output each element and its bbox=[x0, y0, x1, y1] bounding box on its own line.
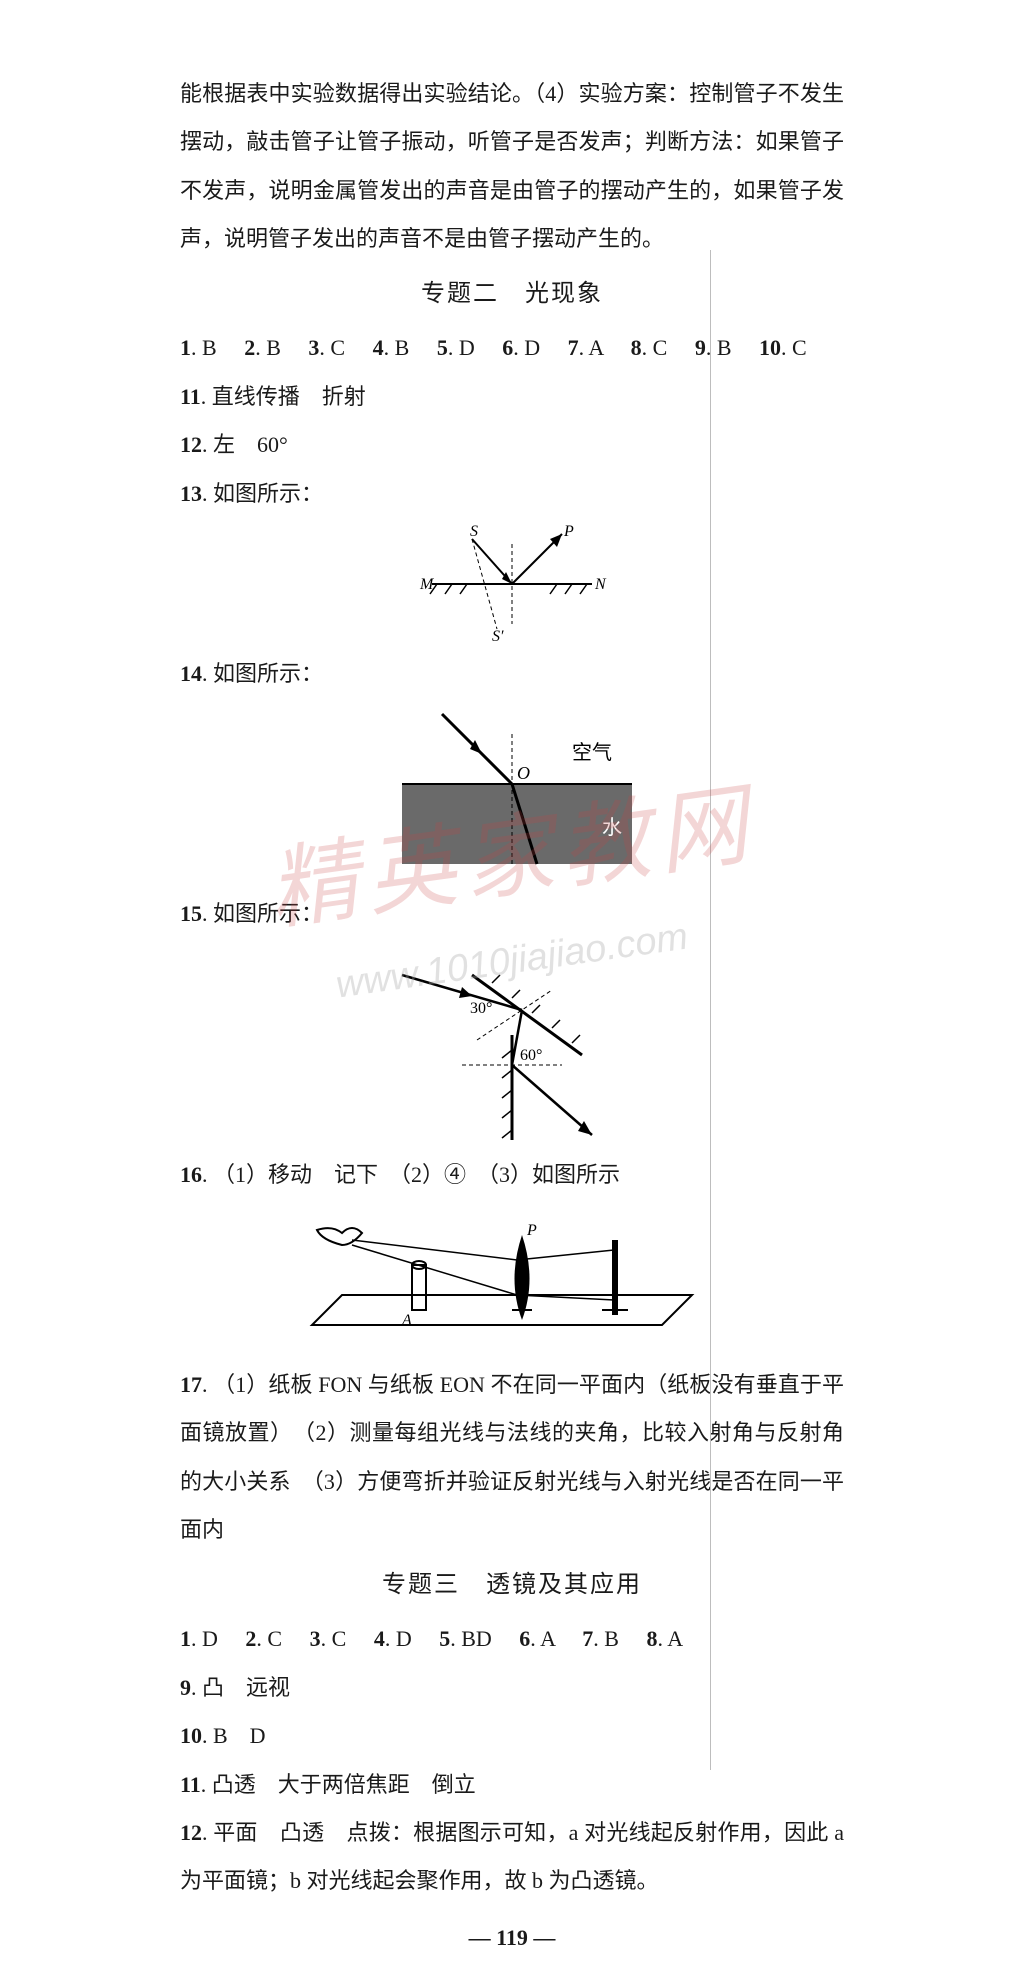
mcq-answer: B bbox=[202, 335, 217, 360]
mcq-answer: A bbox=[540, 1626, 555, 1651]
mcq-num: 3 bbox=[310, 1626, 321, 1651]
mcq-answer: D bbox=[524, 335, 540, 360]
mcq-answer: B bbox=[604, 1626, 619, 1651]
label-O: O bbox=[517, 763, 530, 783]
section-2-mcq-row: 1. B 2. B 3. C 4. B 5. D 6. D 7. A 8. C … bbox=[180, 324, 844, 372]
s3-q12: 12. 平面 凸透 点拨：根据图示可知，a 对光线起反射作用，因此 a 为平面镜… bbox=[180, 1809, 844, 1906]
double-mirror-diagram: 30° 60° bbox=[382, 945, 642, 1145]
q15-label: 如图所示： bbox=[213, 901, 323, 926]
q13: 13. 如图所示： bbox=[180, 470, 844, 518]
figure-16: A P bbox=[180, 1205, 844, 1355]
q17-answer: （1）纸板 FON 与纸板 EON 不在同一平面内（纸板没有垂直于平面镜放置） … bbox=[180, 1372, 844, 1542]
label-Sprime: S′ bbox=[492, 628, 504, 644]
mcq-num: 3 bbox=[308, 335, 319, 360]
page: 精英家教网 www.1010jiajiao.com 能根据表中实验数据得出实验结… bbox=[0, 0, 1024, 1977]
mirror-reflection-diagram: S P M N S′ bbox=[412, 524, 612, 644]
section-3-title: 专题三 透镜及其应用 bbox=[180, 1559, 844, 1612]
mcq-answer: B bbox=[395, 335, 410, 360]
refraction-diagram: O 空气 水 bbox=[362, 704, 662, 884]
mcq-answer: D bbox=[396, 1626, 412, 1651]
figure-15: 30° 60° bbox=[180, 945, 844, 1145]
q17: 17. （1）纸板 FON 与纸板 EON 不在同一平面内（纸板没有垂直于平面镜… bbox=[180, 1361, 844, 1555]
mcq-num: 8 bbox=[647, 1626, 658, 1651]
mcq-num: 9 bbox=[695, 335, 706, 360]
mcq-num: 10 bbox=[759, 335, 781, 360]
q16-answer: （1）移动 记下 （2）④ （3）如图所示 bbox=[213, 1162, 620, 1187]
mcq-num: 1 bbox=[180, 335, 191, 360]
mcq-answer: C bbox=[267, 1626, 282, 1651]
mcq-num: 7 bbox=[582, 1626, 593, 1651]
mcq-num: 4 bbox=[374, 1626, 385, 1651]
label-water: 水 bbox=[602, 816, 622, 839]
q14: 14. 如图所示： bbox=[180, 650, 844, 698]
mcq-num: 1 bbox=[180, 1626, 191, 1651]
mcq-num: 6 bbox=[502, 335, 513, 360]
label-60: 60° bbox=[520, 1047, 542, 1064]
mcq-answer: A bbox=[667, 1626, 683, 1651]
s3-q12-answer: 平面 凸透 点拨：根据图示可知，a 对光线起反射作用，因此 a 为平面镜；b 对… bbox=[180, 1820, 844, 1893]
mcq-num: 5 bbox=[439, 1626, 450, 1651]
mcq-answer: C bbox=[332, 1626, 347, 1651]
mcq-answer: D bbox=[459, 335, 475, 360]
label-S: S bbox=[470, 524, 478, 540]
label-P: P bbox=[526, 1222, 537, 1239]
mcq-answer: B bbox=[266, 335, 281, 360]
intro-paragraph: 能根据表中实验数据得出实验结论。（4）实验方案：控制管子不发生摆动，敲击管子让管… bbox=[180, 70, 844, 264]
mcq-num: 7 bbox=[568, 335, 579, 360]
fold-line bbox=[710, 250, 711, 1770]
q13-label: 如图所示： bbox=[213, 481, 323, 506]
mcq-num: 2 bbox=[244, 335, 255, 360]
figure-13: S P M N S′ bbox=[180, 524, 844, 644]
mcq-answer: D bbox=[202, 1626, 218, 1651]
mcq-answer: BD bbox=[461, 1626, 492, 1651]
s3-q10-answer: B D bbox=[213, 1723, 266, 1748]
q11-answer: 直线传播 折射 bbox=[212, 384, 366, 409]
section-3-mcq-row: 1. D 2. C 3. C 4. D 5. BD 6. A 7. B 8. A bbox=[180, 1615, 844, 1663]
mcq-num: 8 bbox=[631, 335, 642, 360]
mcq-num: 4 bbox=[373, 335, 384, 360]
s3-q9-answer: 凸 远视 bbox=[202, 1675, 290, 1700]
q12: 12. 左 60° bbox=[180, 421, 844, 469]
mcq-answer: B bbox=[717, 335, 732, 360]
s3-q10: 10. B D bbox=[180, 1712, 844, 1760]
page-number: — 119 — bbox=[180, 1914, 844, 1962]
label-30: 30° bbox=[470, 1000, 492, 1017]
q15: 15. 如图所示： bbox=[180, 890, 844, 938]
q12-answer: 左 60° bbox=[213, 432, 288, 457]
label-P: P bbox=[563, 524, 574, 540]
figure-14: O 空气 水 bbox=[180, 704, 844, 884]
q11: 11. 直线传播 折射 bbox=[180, 373, 844, 421]
s3-q11: 11. 凸透 大于两倍焦距 倒立 bbox=[180, 1761, 844, 1809]
mcq-num: 2 bbox=[245, 1626, 256, 1651]
label-air: 空气 bbox=[572, 741, 612, 764]
mcq-num: 6 bbox=[519, 1626, 530, 1651]
mcq-answer: C bbox=[330, 335, 345, 360]
mcq-answer: C bbox=[792, 335, 807, 360]
section-2-title: 专题二 光现象 bbox=[180, 268, 844, 321]
q14-label: 如图所示： bbox=[213, 661, 323, 686]
label-N: N bbox=[594, 576, 607, 593]
label-M: M bbox=[419, 576, 435, 593]
s3-q11-answer: 凸透 大于两倍焦距 倒立 bbox=[212, 1772, 476, 1797]
mcq-answer: C bbox=[653, 335, 668, 360]
mcq-num: 5 bbox=[437, 335, 448, 360]
label-A: A bbox=[401, 1312, 412, 1329]
mcq-answer: A bbox=[588, 335, 603, 360]
s3-q9: 9. 凸 远视 bbox=[180, 1664, 844, 1712]
q16: 16. （1）移动 记下 （2）④ （3）如图所示 bbox=[180, 1151, 844, 1199]
optical-bench-diagram: A P bbox=[302, 1205, 722, 1355]
